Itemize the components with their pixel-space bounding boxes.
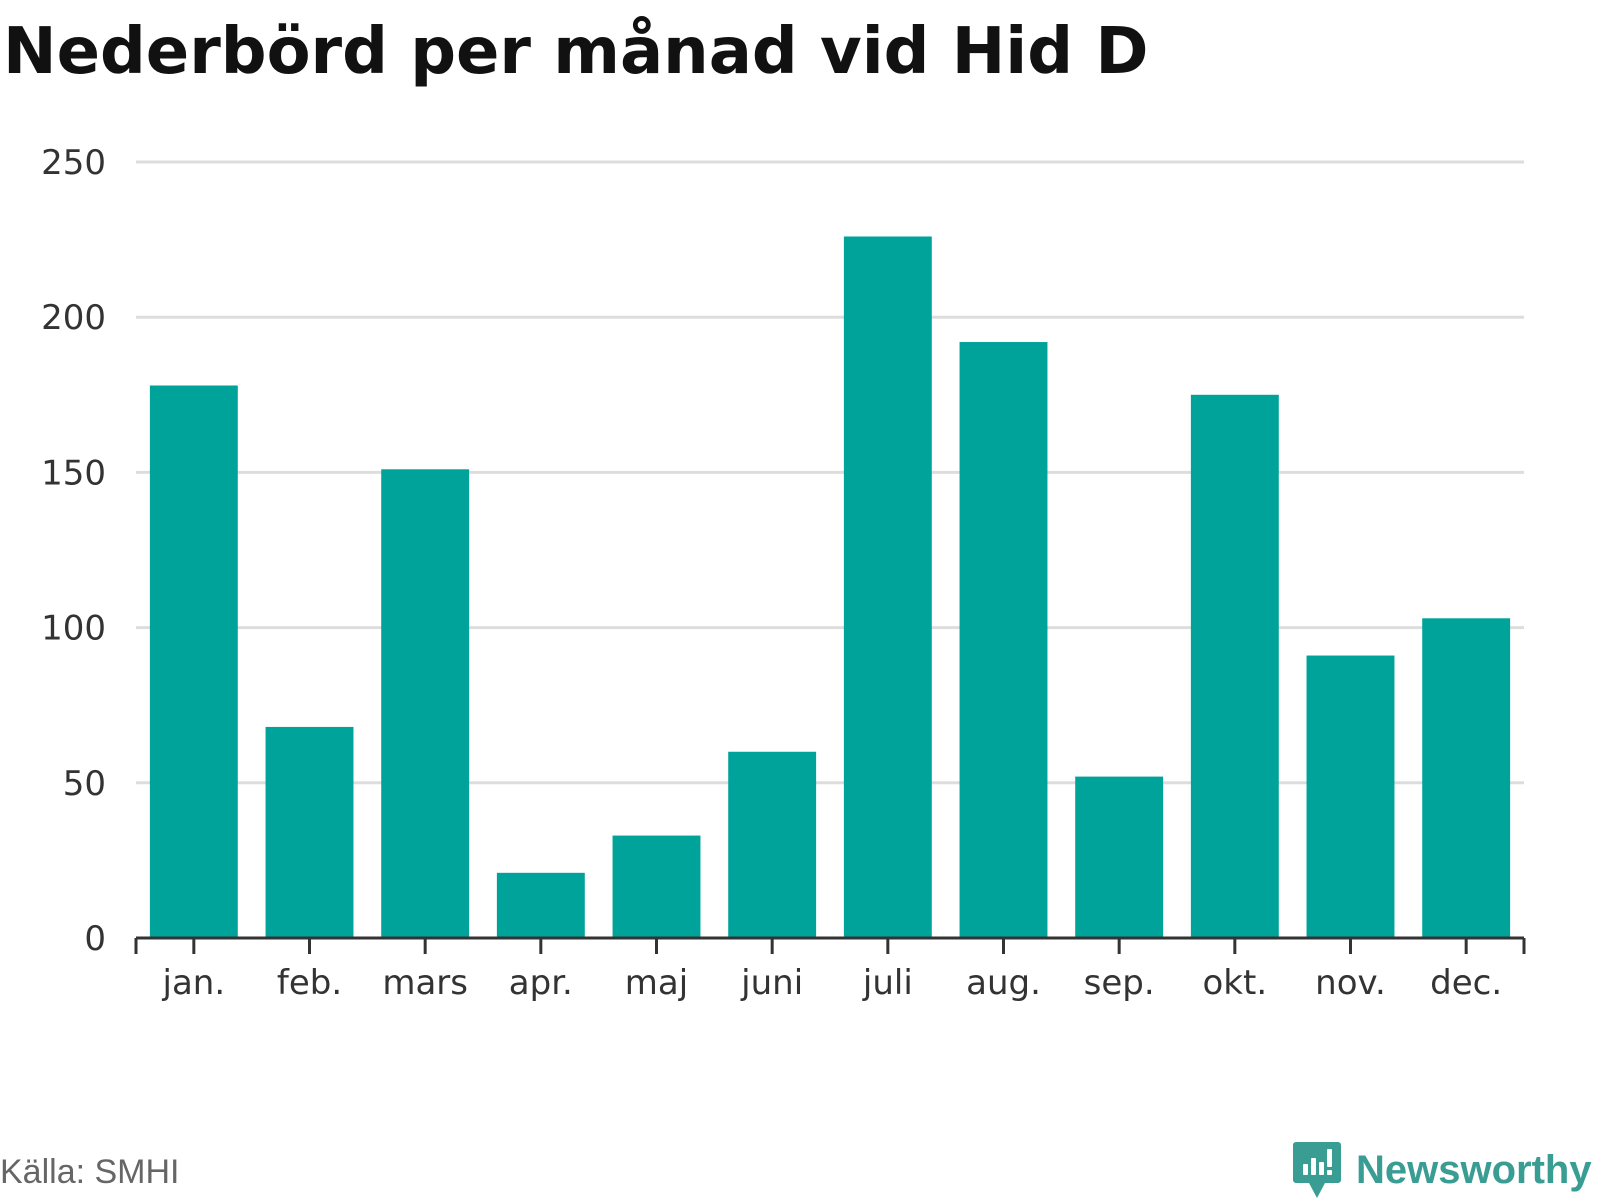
y-tick-label: 150 bbox=[41, 453, 106, 493]
chart-title: Nederbörd per månad vid Hid D bbox=[3, 15, 1149, 89]
y-tick-label: 200 bbox=[41, 298, 106, 338]
bar-apr bbox=[496, 872, 585, 938]
y-tick-label: 250 bbox=[41, 143, 106, 183]
bar-nov bbox=[1306, 655, 1395, 938]
source-label: Källa: SMHI bbox=[0, 1153, 180, 1191]
x-tick-label: aug. bbox=[966, 963, 1041, 1003]
bar-dec bbox=[1422, 618, 1511, 938]
y-axis-tick-labels: 0 50 100 150 200 250 bbox=[41, 143, 106, 959]
bar-aug bbox=[959, 342, 1048, 939]
x-axis bbox=[134, 936, 1526, 954]
x-tick-label: juli bbox=[862, 963, 913, 1003]
bar-feb bbox=[265, 726, 354, 938]
bar-maj bbox=[612, 835, 701, 938]
bar-juli bbox=[843, 236, 932, 939]
gridlines bbox=[136, 160, 1524, 785]
bars bbox=[149, 236, 1511, 939]
x-tick-label: okt. bbox=[1203, 963, 1268, 1003]
y-tick-label: 100 bbox=[41, 609, 106, 649]
brand: Newsworthy bbox=[1292, 1140, 1592, 1200]
x-tick-label: jan. bbox=[162, 963, 226, 1003]
bar-jan bbox=[149, 385, 238, 938]
bar-sep bbox=[1075, 776, 1164, 938]
bar-juni bbox=[728, 751, 817, 938]
y-tick-label: 0 bbox=[84, 919, 106, 959]
x-tick-label: feb. bbox=[277, 963, 342, 1003]
y-tick-label: 50 bbox=[63, 764, 106, 804]
x-tick-label: juni bbox=[740, 963, 803, 1003]
x-axis-tick-labels: jan. feb. mars apr. maj juni juli aug. sep. okt. n… bbox=[162, 963, 1503, 1003]
brand-name: Newsworthy bbox=[1356, 1148, 1592, 1192]
x-tick-label: sep. bbox=[1084, 963, 1155, 1003]
bar-okt bbox=[1190, 394, 1279, 938]
x-tick-label: mars bbox=[382, 963, 468, 1003]
newsworthy-logo-icon bbox=[1293, 1142, 1341, 1198]
x-tick-label: maj bbox=[625, 963, 688, 1003]
x-tick-label: nov. bbox=[1315, 963, 1386, 1003]
x-tick-label: apr. bbox=[509, 963, 573, 1003]
bar-mars bbox=[381, 469, 470, 938]
x-tick-label: dec. bbox=[1430, 963, 1502, 1003]
